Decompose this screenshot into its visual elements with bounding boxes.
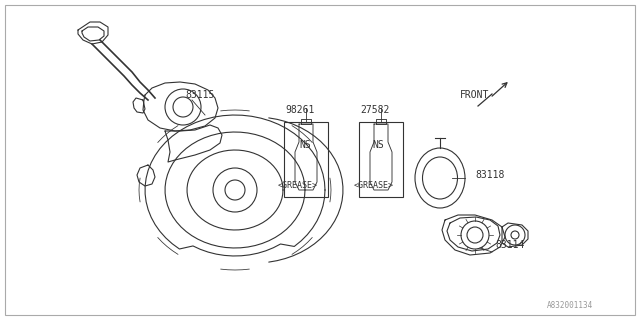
Text: NS: NS [299, 140, 311, 150]
Bar [284, 122, 328, 197]
Text: FRONT: FRONT [460, 90, 490, 100]
Text: NS: NS [372, 140, 384, 150]
Text: 83114: 83114 [495, 240, 524, 250]
Text: 27582: 27582 [360, 105, 390, 115]
Text: A832001134: A832001134 [547, 300, 593, 309]
Text: 83118: 83118 [475, 170, 504, 180]
Text: 98261: 98261 [285, 105, 315, 115]
Text: 83115: 83115 [185, 90, 214, 100]
Bar [359, 122, 403, 197]
Text: <GREASE>: <GREASE> [354, 180, 394, 189]
Text: <GREASE>: <GREASE> [278, 180, 318, 189]
